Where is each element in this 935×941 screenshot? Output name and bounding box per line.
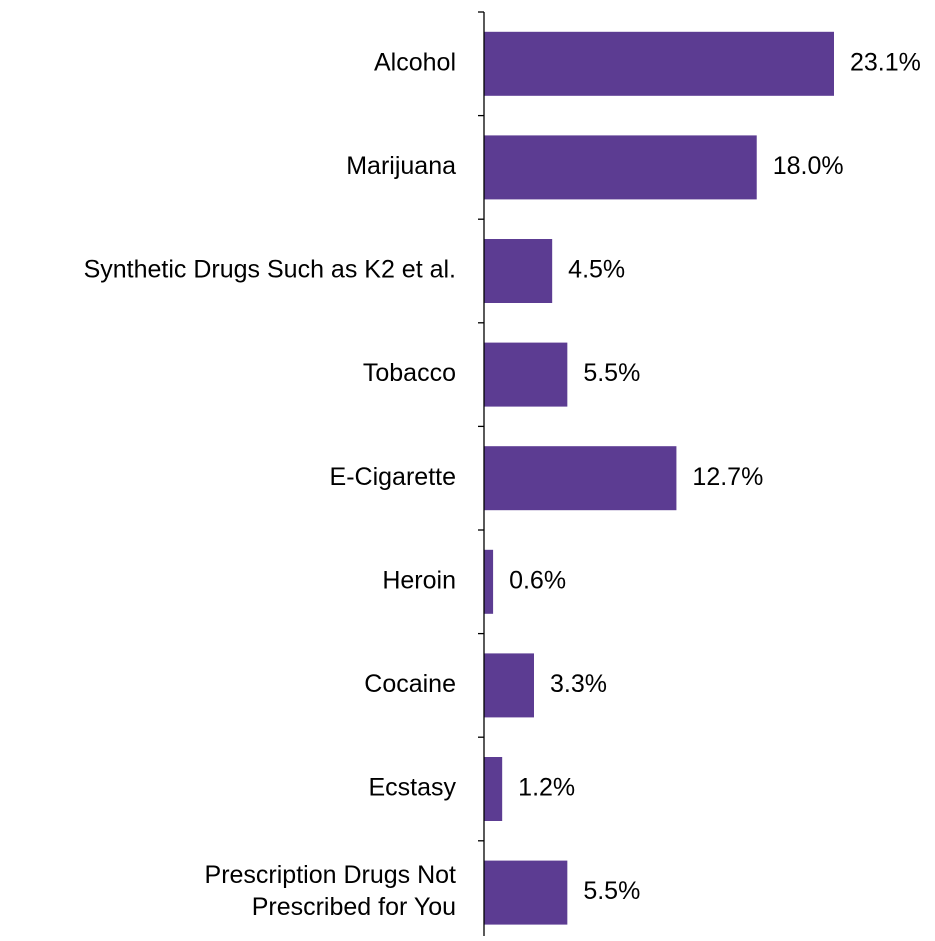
category-label: Prescribed for You <box>252 893 456 921</box>
category-label: Alcohol <box>374 48 456 76</box>
category-labels-layer: Alcohol Marijuana Synthetic Drugs Such as … <box>84 48 457 921</box>
value-label: 0.6% <box>509 566 566 594</box>
bar <box>484 446 677 511</box>
category-label: Prescription Drugs Not <box>205 861 457 889</box>
bars-layer <box>484 31 834 925</box>
value-label: 23.1% <box>850 48 921 76</box>
category-label: Synthetic Drugs Such as K2 et al. <box>84 256 456 284</box>
value-label: 5.5% <box>583 877 640 905</box>
category-label: Tobacco <box>363 359 456 387</box>
category-label: Ecstasy <box>368 774 456 802</box>
value-label: 5.5% <box>583 359 640 387</box>
bar <box>484 239 553 303</box>
value-label: 4.5% <box>568 256 625 284</box>
bar <box>484 135 757 200</box>
bar <box>484 653 534 718</box>
value-labels-layer: 23.1% 18.0% 4.5% 5.5% 12.7% 0.6% 3.3% 1.2% 5.5% <box>509 48 921 905</box>
value-label: 18.0% <box>773 152 844 180</box>
category-label: Heroin <box>382 566 456 594</box>
value-label: 1.2% <box>518 774 575 802</box>
bar <box>484 31 834 96</box>
bar <box>484 342 568 407</box>
category-label: E-Cigarette <box>330 463 456 491</box>
value-label: 3.3% <box>550 670 607 698</box>
bar <box>484 757 503 821</box>
value-label: 12.7% <box>692 463 763 491</box>
category-axis <box>478 11 485 941</box>
category-label: Marijuana <box>346 152 456 180</box>
bar <box>484 860 568 925</box>
bar <box>484 549 494 614</box>
category-label: Cocaine <box>364 670 456 698</box>
